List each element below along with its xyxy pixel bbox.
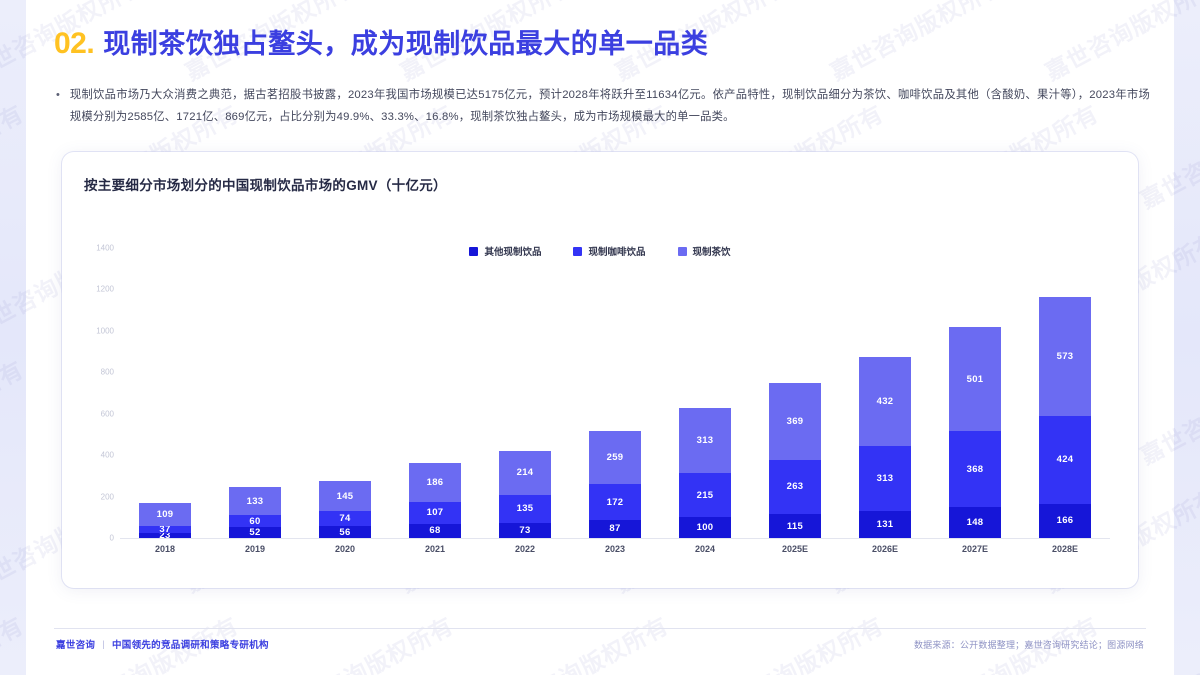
x-axis-labels: 2018 2019 2020 2021 2022 2023 2024 2025E 2026E 20…	[120, 544, 1110, 554]
chart-plot-area: 1400 1200 1000 800 600 400 200 0 1093723 1336052…	[96, 244, 1110, 543]
bar-segment[interactable]: 145	[319, 481, 371, 512]
bar-segment[interactable]: 56	[319, 526, 371, 538]
x-axis-tick-label: 2018	[154, 544, 176, 554]
bar-column[interactable]: 133 60 52	[229, 248, 281, 538]
bar-segment[interactable]: 68	[409, 523, 461, 538]
bar-column[interactable]: 432 313 131	[859, 248, 911, 538]
bar-column[interactable]: 501 368 148	[949, 248, 1001, 538]
legend-item[interactable]: 现制茶饮	[677, 244, 731, 258]
x-axis-tick-label: 2025E	[781, 544, 809, 554]
y-axis-tick-label: 600	[100, 409, 114, 419]
bar-segment[interactable]: 52	[229, 527, 281, 538]
bar-segment[interactable]: 259	[589, 430, 641, 485]
bar-segment[interactable]: 214	[499, 450, 551, 495]
bar-segment[interactable]: 37	[139, 525, 191, 534]
bar-segment[interactable]: 23	[139, 533, 191, 538]
footer-separator: |	[102, 638, 105, 650]
bar-segment[interactable]: 166	[1039, 503, 1091, 538]
y-axis-ticks: 1400 1200 1000 800 600 400 200 0	[96, 244, 1110, 543]
x-axis-tick-label: 2028E	[1051, 544, 1079, 554]
bar-segment[interactable]: 368	[949, 431, 1001, 508]
summary-text: 现制饮品市场乃大众消费之典范，据古茗招股书披露，2023年我国市场规模已达517…	[69, 89, 1150, 123]
x-axis-tick-label: 2026E	[871, 544, 899, 554]
summary-bullet: • 现制饮品市场乃大众消费之典范，据古茗招股书披露，2023年我国市场规模已达5…	[56, 84, 1150, 128]
footer-brand: 嘉世咨询 | 中国领先的竞品调研和策略专研机构	[56, 637, 269, 652]
right-edge-band	[1174, 0, 1200, 675]
bar-segment[interactable]: 131	[859, 510, 911, 538]
bar-segment[interactable]: 109	[139, 503, 191, 526]
y-axis-tick-label: 800	[100, 367, 114, 377]
y-axis-tick-label: 400	[100, 450, 114, 460]
bar-segment[interactable]: 369	[769, 383, 821, 460]
x-axis-tick-label: 2024	[694, 544, 716, 554]
bar-column[interactable]: 214 135 73	[499, 248, 551, 538]
bar-segment[interactable]: 432	[859, 356, 911, 447]
bar-segment[interactable]: 313	[859, 446, 911, 511]
section-title: 现制茶饮独占鳌头，成为现制饮品最大的单一品类	[103, 29, 709, 59]
y-axis-tick-label: 1000	[96, 326, 114, 336]
footer-data-source: 数据来源：公开数据整理；嘉世咨询研究结论；图源网络	[913, 640, 1144, 650]
bar-segment[interactable]: 501	[949, 327, 1001, 432]
bar-segment[interactable]: 100	[679, 517, 731, 538]
x-axis-tick-label: 2020	[334, 544, 356, 554]
watermark-text: 嘉世咨询版权所有	[826, 0, 1008, 86]
bar-column[interactable]: 1093723	[139, 248, 191, 538]
bar-segment[interactable]: 73	[499, 522, 551, 538]
y-axis-tick-label: 1400	[96, 243, 114, 253]
chart-card: 按主要细分市场划分的中国现制饮品市场的GMV（十亿元） 其他现制饮品 现制咖啡饮品…	[62, 152, 1138, 588]
section-number: 02.	[54, 27, 95, 60]
watermark-text: 嘉世咨询版权所有	[276, 612, 458, 675]
chart-legend: 其他现制饮品 现制咖啡饮品 现制茶饮	[62, 244, 1138, 258]
legend-swatch-icon	[573, 246, 583, 256]
bar-segment[interactable]: 60	[229, 514, 281, 528]
bar-segment[interactable]: 115	[769, 514, 821, 538]
legend-swatch-icon	[469, 246, 479, 256]
chart-title: 按主要细分市场划分的中国现制饮品市场的GMV（十亿元）	[84, 178, 447, 193]
bar-segment[interactable]: 148	[949, 507, 1001, 538]
legend-label: 现制咖啡饮品	[588, 247, 646, 258]
bar-segment[interactable]: 263	[769, 459, 821, 515]
watermark-text: 嘉世咨询版权所有	[491, 612, 673, 675]
page-title: 02. 现制茶饮独占鳌头，成为现制饮品最大的单一品类	[54, 22, 708, 61]
bar-column[interactable]: 573 424 166	[1039, 248, 1091, 538]
x-axis-tick-label: 2021	[424, 544, 446, 554]
bar-segment[interactable]: 107	[409, 501, 461, 524]
bar-segment[interactable]: 135	[499, 494, 551, 523]
footer-brand-name: 嘉世咨询	[56, 640, 96, 651]
y-axis-tick-label: 0	[109, 533, 114, 543]
bar-segment[interactable]: 313	[679, 407, 731, 473]
footer-tagline: 中国领先的竞品调研和策略专研机构	[111, 640, 269, 651]
bar-segment[interactable]: 74	[319, 511, 371, 527]
x-axis-tick-label: 2022	[514, 544, 536, 554]
legend-item[interactable]: 现制咖啡饮品	[573, 244, 646, 258]
y-axis-tick-label: 200	[100, 492, 114, 502]
bar-segment[interactable]: 87	[589, 519, 641, 538]
y-axis-tick-label: 1200	[96, 284, 114, 294]
bar-column[interactable]: 369 263 115	[769, 248, 821, 538]
left-edge-band	[0, 0, 26, 675]
bullet-marker-icon: •	[56, 89, 60, 101]
x-axis-tick-label: 2019	[244, 544, 266, 554]
bar-segment[interactable]: 424	[1039, 415, 1091, 504]
bar-segment[interactable]: 172	[589, 484, 641, 520]
bar-segment[interactable]: 573	[1039, 297, 1091, 416]
legend-label: 其他现制饮品	[484, 247, 542, 258]
x-axis-tick-label: 2027E	[961, 544, 989, 554]
bar-column[interactable]: 145 74 56	[319, 248, 371, 538]
bar-column[interactable]: 259 172 87	[589, 248, 641, 538]
legend-swatch-icon	[677, 246, 687, 256]
bar-column[interactable]: 186 107 68	[409, 248, 461, 538]
bar-segment[interactable]: 186	[409, 463, 461, 502]
bar-segment[interactable]: 133	[229, 487, 281, 515]
footer-divider	[54, 628, 1146, 629]
watermark-text: 嘉世咨询版权所有	[706, 612, 888, 675]
x-axis-tick-label: 2023	[604, 544, 626, 554]
bar-segment[interactable]: 215	[679, 472, 731, 518]
legend-label: 现制茶饮	[692, 247, 731, 258]
x-axis-line	[120, 538, 1110, 539]
bar-column[interactable]: 313 215 100	[679, 248, 731, 538]
legend-item[interactable]: 其他现制饮品	[469, 244, 541, 258]
